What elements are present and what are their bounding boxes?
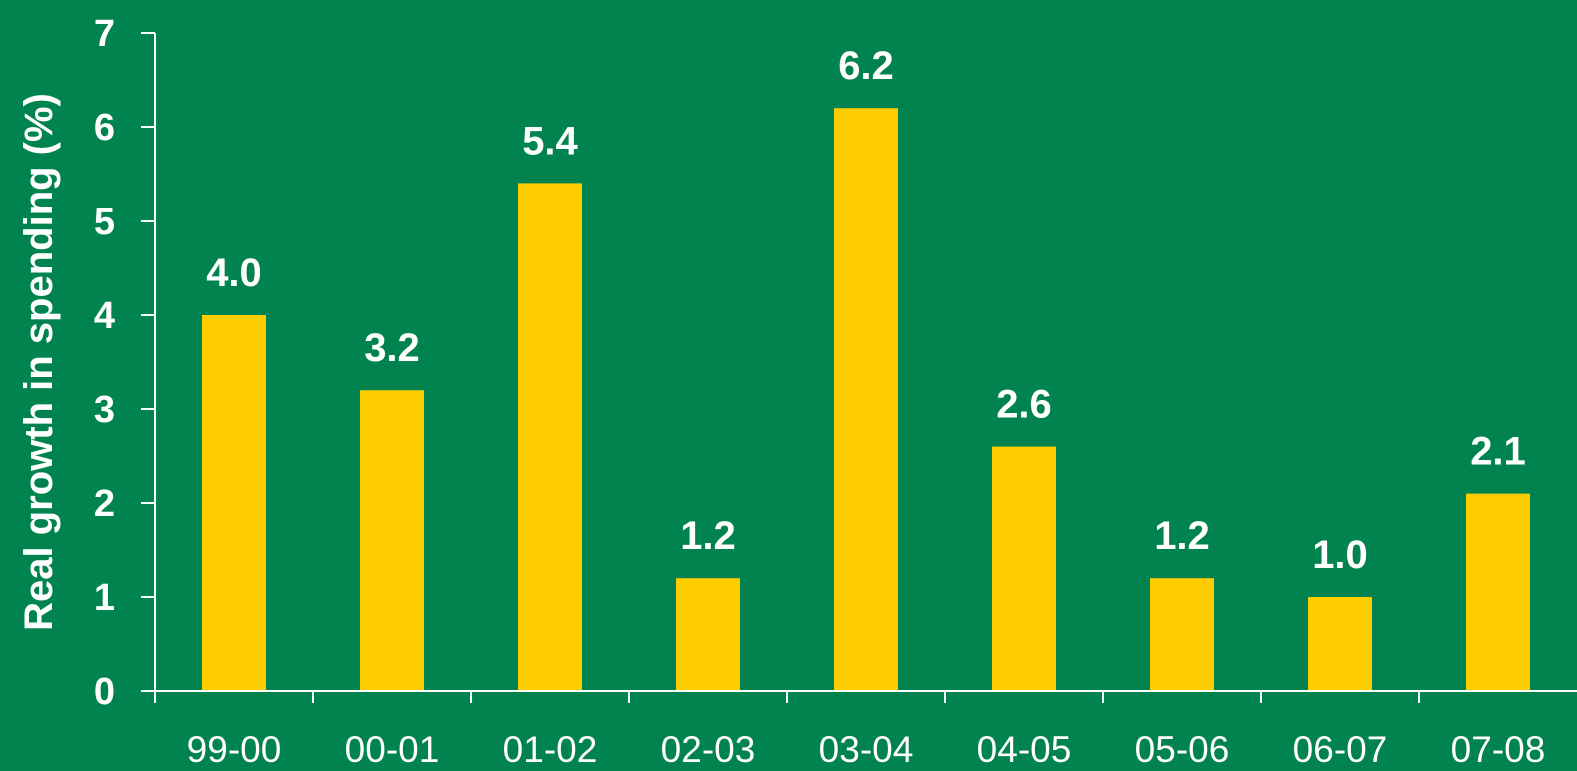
bar-value-label: 5.4 [522,119,578,163]
y-tick-label: 0 [94,671,115,713]
y-tick-label: 5 [94,201,115,243]
x-category-label: 07-08 [1451,729,1546,770]
y-tick-label: 7 [94,13,115,55]
x-category-label: 99-00 [187,729,282,770]
x-category-label: 01-02 [503,729,598,770]
y-axis: 0 1 2 3 4 5 6 7 [94,13,156,713]
y-axis-title: Real growth in spending (%) [17,93,61,631]
bar-value-label: 3.2 [364,326,420,370]
bar [360,390,424,691]
x-category-label: 03-04 [819,729,914,770]
x-category-label: 00-01 [345,729,440,770]
y-tick-label: 2 [94,483,115,525]
bar-value-label: 1.0 [1312,533,1368,577]
bar-value-label: 2.6 [996,383,1052,427]
bar-value-label: 2.1 [1470,430,1526,474]
bar [1466,493,1530,691]
y-tick-label: 4 [94,295,115,337]
x-category-label: 04-05 [977,729,1072,770]
y-tick-label: 3 [94,389,115,431]
bar [834,108,898,691]
x-axis: 99-00 00-01 01-02 02-03 03-04 04-05 05-06 06-07… [154,690,1577,770]
bar [1150,578,1214,691]
bar-value-label: 1.2 [680,514,736,558]
bars-group [202,108,1530,691]
y-tick-label: 6 [94,107,115,149]
bar [202,315,266,691]
x-category-label: 05-06 [1135,729,1230,770]
x-category-label: 02-03 [661,729,756,770]
value-labels-group: 4.0 3.2 5.4 1.2 6.2 2.6 1.2 1.0 2.1 [206,44,1526,577]
bar-value-label: 4.0 [206,251,262,295]
bar [1308,597,1372,691]
bar [518,183,582,691]
x-category-label: 06-07 [1293,729,1388,770]
bar-value-label: 6.2 [838,44,894,88]
bar-value-label: 1.2 [1154,514,1210,558]
y-tick-label: 1 [94,577,115,619]
bar [676,578,740,691]
bar [992,446,1056,691]
